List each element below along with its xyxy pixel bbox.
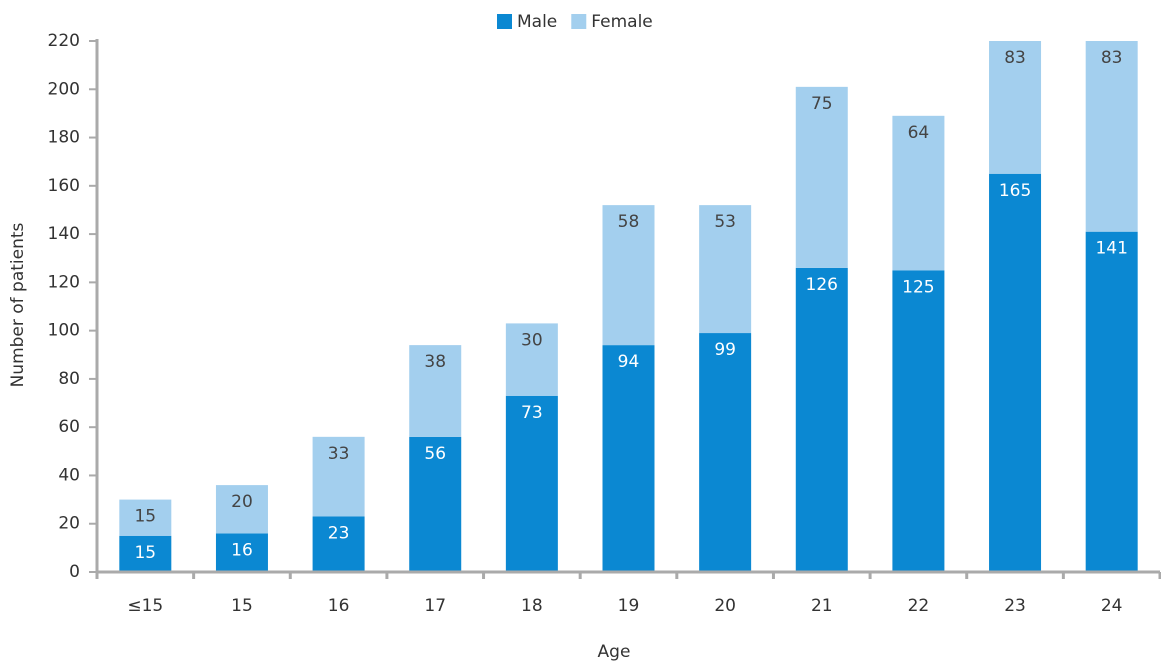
data-label: 94 — [618, 352, 640, 372]
bar-segment — [215, 533, 268, 572]
x-tick-label: 17 — [424, 596, 446, 616]
x-tick-label: ≤15 — [127, 596, 163, 616]
data-label: 20 — [231, 492, 253, 512]
bar-segment — [119, 535, 172, 572]
bar-segment — [602, 345, 655, 572]
data-label: 125 — [902, 277, 934, 297]
bar-segment — [505, 395, 558, 572]
legend-label: Female — [591, 12, 652, 32]
data-label: 15 — [134, 507, 156, 527]
data-label: 83 — [1101, 48, 1123, 68]
data-label: 75 — [811, 94, 833, 114]
y-tick-label: 220 — [48, 31, 80, 51]
data-label: 141 — [1095, 239, 1127, 259]
y-tick-label: 140 — [48, 224, 80, 244]
bar-segment — [119, 499, 172, 536]
data-label: 38 — [424, 352, 446, 372]
bar-segment — [989, 41, 1042, 174]
x-tick-label: 23 — [1004, 596, 1026, 616]
bar-segment — [892, 115, 945, 271]
data-label: 15 — [134, 543, 156, 563]
x-tick-label: 19 — [618, 596, 640, 616]
legend-swatch — [497, 14, 512, 29]
data-label: 56 — [424, 444, 446, 464]
y-tick-label: 20 — [58, 514, 80, 534]
y-tick-label: 40 — [58, 465, 80, 485]
legend-label: Male — [517, 12, 557, 32]
x-tick-label: 20 — [714, 596, 736, 616]
data-label: 23 — [328, 523, 350, 543]
y-tick-label: 100 — [48, 321, 80, 341]
y-tick-label: 60 — [58, 417, 80, 437]
data-label: 73 — [521, 403, 543, 423]
y-axis-label: Number of patients — [8, 222, 28, 387]
x-tick-label: 16 — [328, 596, 350, 616]
bar-segment — [1085, 231, 1138, 572]
bar-segment — [699, 205, 752, 334]
bar-segment — [699, 333, 752, 572]
data-label: 33 — [328, 444, 350, 464]
bar-segment — [892, 270, 945, 572]
y-tick-label: 80 — [58, 369, 80, 389]
data-label: 30 — [521, 330, 543, 350]
y-tick-label: 120 — [48, 272, 80, 292]
data-label: 83 — [1004, 48, 1026, 68]
y-tick-label: 200 — [48, 79, 80, 99]
bar-segment — [312, 516, 365, 572]
y-tick-label: 0 — [69, 562, 80, 582]
x-axis-label: Age — [598, 642, 631, 662]
legend-swatch — [571, 14, 587, 29]
x-tick-label: 22 — [908, 596, 930, 616]
data-label: 126 — [806, 275, 838, 295]
data-label: 64 — [908, 123, 930, 143]
bar-segment — [505, 323, 558, 396]
x-tick-label: 24 — [1101, 596, 1123, 616]
y-tick-label: 180 — [48, 128, 80, 148]
bar-segment — [1085, 41, 1138, 232]
data-label: 53 — [714, 212, 736, 232]
x-tick-label: 15 — [231, 596, 253, 616]
bar-segment — [409, 345, 462, 437]
x-tick-label: 21 — [811, 596, 833, 616]
data-label: 16 — [231, 540, 253, 560]
x-tick-label: 18 — [521, 596, 543, 616]
bars — [119, 41, 1138, 572]
bar-segment — [312, 436, 365, 517]
y-tick-label: 160 — [48, 176, 80, 196]
bar-segment — [989, 173, 1042, 572]
bar-segment — [215, 485, 268, 534]
bar-segment — [409, 436, 462, 572]
bar-segment — [602, 205, 655, 346]
data-label: 165 — [999, 181, 1031, 201]
bar-segment — [795, 86, 848, 268]
bar-segment — [795, 267, 848, 572]
data-label: 99 — [714, 340, 736, 360]
data-label: 58 — [618, 212, 640, 232]
